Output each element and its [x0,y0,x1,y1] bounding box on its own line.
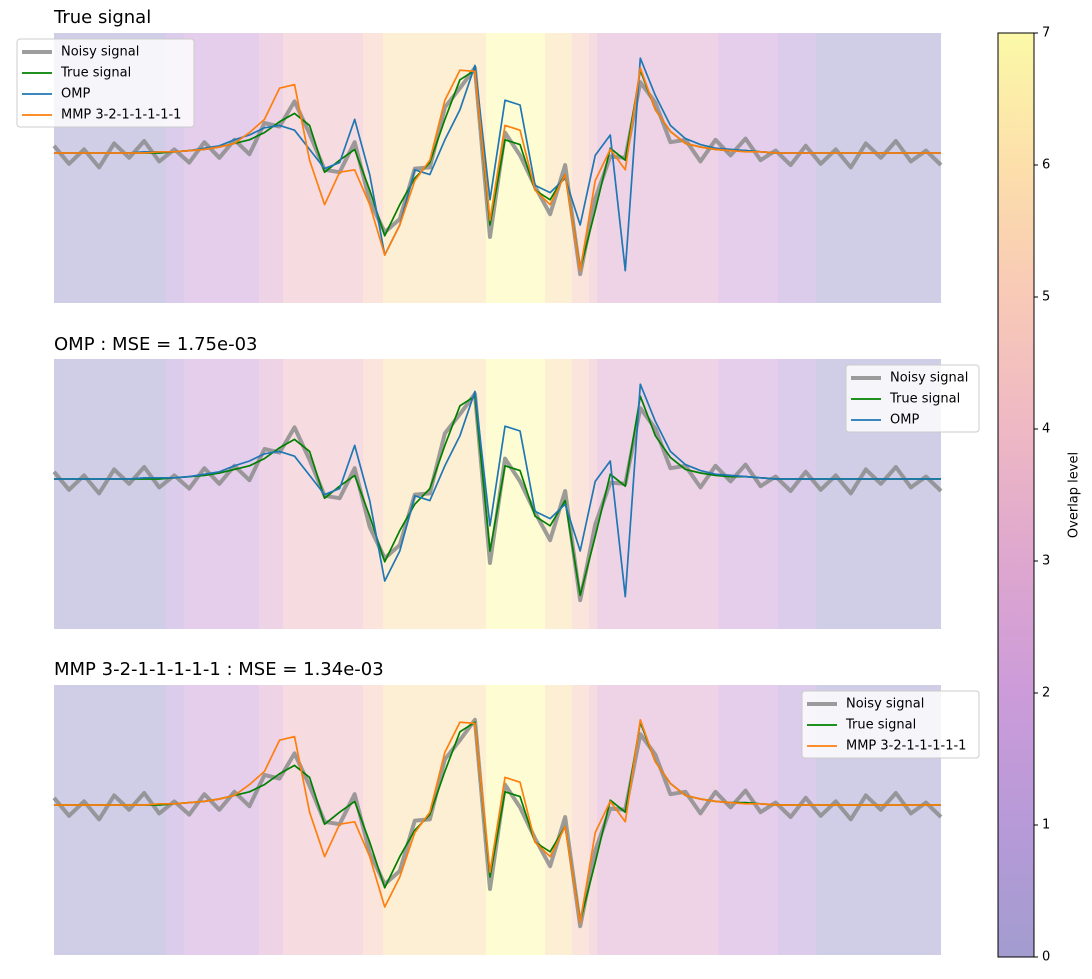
legend-box [801,690,980,759]
colorbar-tick-label: 4 [1042,422,1050,437]
colorbar-tick-label: 3 [1042,554,1050,569]
overlap-band [778,359,817,629]
overlap-band [485,33,546,303]
colorbar-tick-label: 5 [1042,290,1050,305]
overlap-band [485,359,546,629]
overlap-band [485,685,546,955]
overlap-band [718,33,779,303]
overlap-band [362,685,383,955]
panel-title: OMP : MSE = 1.75e-03 [54,334,257,355]
legend-label: MMP 3-2-1-1-1-1-1 [846,739,966,754]
overlap-band [166,359,185,629]
overlap-band [362,359,383,629]
colorbar-segment [998,429,1034,562]
colorbar-label: Overlap level [1067,452,1082,538]
colorbar-tick-label: 6 [1042,158,1050,173]
overlap-band [597,33,719,303]
overlap-band [184,33,260,303]
overlap-band [184,685,260,955]
overlap-band [259,359,283,629]
overlap-band [259,685,283,955]
legend-box [16,38,195,128]
legend-label: Noisy signal [61,45,139,60]
colorbar-segment [998,33,1034,166]
overlap-band [589,685,598,955]
colorbar-segment [998,825,1034,958]
overlap-band [718,685,779,955]
overlap-band [597,359,719,629]
overlap-band [597,685,719,955]
signal-line [54,718,941,924]
legend-label: MMP 3-2-1-1-1-1-1 [61,108,181,123]
panel-title: MMP 3-2-1-1-1-1-1 : MSE = 1.34e-03 [54,659,384,680]
overlap-band [54,685,167,955]
colorbar-segment [998,561,1034,694]
colorbar-tick-label: 0 [1042,950,1050,965]
overlap-band [166,685,185,955]
legend-label: True signal [845,718,916,733]
overlap-band [545,33,572,303]
colorbar-segment [998,693,1034,826]
colorbar-tick-label: 1 [1042,818,1050,833]
legend-label: Noisy signal [846,697,924,712]
legend-label: True signal [889,392,960,407]
legend-box [845,364,980,433]
overlap-band [184,359,260,629]
colorbar-tick-label: 7 [1042,26,1050,41]
signal-line [54,66,941,272]
signal-line [54,383,941,598]
overlap-band [54,359,167,629]
overlap-band [778,33,817,303]
overlap-band [816,33,941,303]
overlap-band [362,33,383,303]
colorbar-frame [997,32,1035,958]
panel-title: True signal [53,7,151,28]
legend-label: True signal [60,66,131,81]
colorbar-segment [998,297,1034,430]
legend-label: Noisy signal [890,371,968,386]
overlap-band [545,685,572,955]
overlap-band [259,33,283,303]
overlap-band [718,359,779,629]
legend-label: OMP [61,87,90,102]
colorbar-tick-label: 2 [1042,686,1050,701]
overlap-band [545,359,572,629]
colorbar-segment [998,165,1034,298]
legend-label: OMP [890,413,919,428]
